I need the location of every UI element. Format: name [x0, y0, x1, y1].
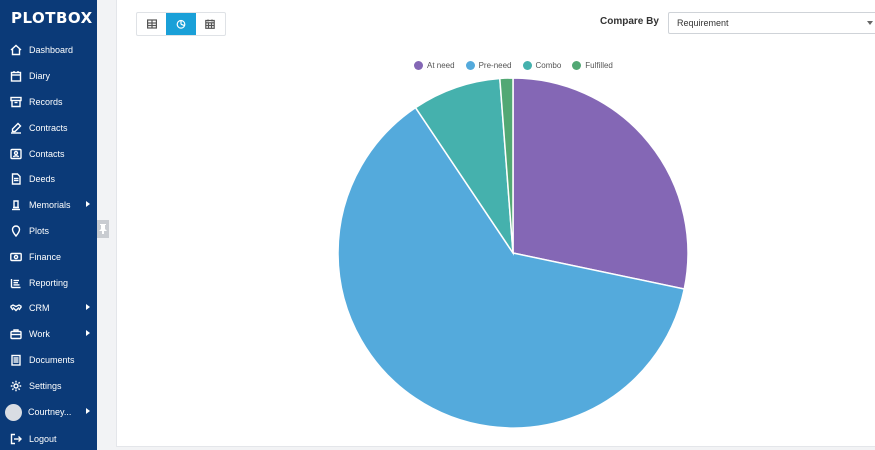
documents-icon: [9, 353, 23, 367]
legend-item-at-need[interactable]: At need: [414, 61, 455, 70]
sidebar-item-finance[interactable]: Finance: [0, 246, 97, 268]
sidebar-item-label: Settings: [29, 381, 62, 391]
sidebar-item-documents[interactable]: Documents: [0, 349, 97, 371]
pie-slice-fulfilled[interactable]: [499, 77, 514, 254]
sidebar-item-contacts[interactable]: Contacts: [0, 143, 97, 165]
report-list-icon: [9, 276, 23, 290]
sidebar-item-label: Courtney...: [28, 407, 72, 417]
sidebar-item-label: Contracts: [29, 123, 68, 133]
chart-view-button[interactable]: [166, 13, 196, 35]
compare-by-label: Compare By: [600, 16, 659, 27]
avatar: [5, 403, 22, 421]
sidebar-item-label: Records: [29, 97, 63, 107]
edit-icon: [9, 121, 23, 135]
sidebar-item-label: Plots: [29, 226, 50, 236]
sidebar-item-crm[interactable]: CRM: [0, 297, 97, 319]
briefcase-icon: [9, 327, 23, 341]
legend-label: Pre-need: [478, 61, 512, 70]
pie-slice-at-need[interactable]: [512, 77, 689, 290]
handshake-icon: [9, 301, 23, 315]
sidebar-item-label: Contacts: [29, 149, 65, 159]
chevron-right-icon: [86, 330, 90, 336]
pie-chart-icon: [176, 19, 186, 29]
sidebar-item-deeds[interactable]: Deeds: [0, 168, 97, 190]
sidebar-item-records[interactable]: Records: [0, 91, 97, 113]
sidebar-item-memorials[interactable]: Memorials: [0, 194, 97, 216]
sidebar-item-diary[interactable]: Diary: [0, 65, 97, 87]
sidebar-item-label: Logout: [29, 434, 57, 444]
legend-swatch: [522, 61, 532, 70]
contact-card-icon: [9, 147, 23, 161]
legend-label: Combo: [535, 61, 562, 70]
sidebar-item-settings[interactable]: Settings: [0, 375, 97, 397]
chart-legend: At need Pre-need Combo Fulfilled: [414, 61, 624, 70]
compare-by-select[interactable]: Requirement: [668, 12, 875, 34]
sidebar-item-label: Documents: [29, 355, 75, 365]
sidebar-user-menu[interactable]: Courtney...: [0, 401, 97, 423]
chevron-right-icon: [86, 408, 90, 414]
archive-icon: [9, 95, 23, 109]
pie-slice-pre-need[interactable]: [337, 106, 686, 429]
chevron-right-icon: [86, 304, 90, 310]
sidebar: PLOTBOX Dashboard Diary Records Contracts Co…: [0, 0, 97, 450]
sidebar-item-work[interactable]: Work: [0, 323, 97, 345]
legend-swatch: [414, 61, 423, 70]
legend-item-combo[interactable]: Combo: [522, 61, 562, 70]
legend-item-fulfilled[interactable]: Fulfilled: [572, 61, 613, 70]
view-toggle-group: [136, 12, 226, 36]
pin-icon: [99, 224, 107, 234]
sidebar-item-label: Deeds: [29, 174, 56, 184]
table-icon: [146, 19, 157, 29]
bell-icon: [9, 198, 23, 212]
sidebar-item-logout[interactable]: Logout: [0, 428, 97, 450]
sidebar-item-label: Reporting: [29, 278, 69, 288]
calendar-view-button[interactable]: [196, 13, 225, 35]
calendar-icon: [205, 19, 216, 29]
sidebar-item-reporting[interactable]: Reporting: [0, 272, 97, 294]
chevron-right-icon: [86, 201, 90, 207]
legend-swatch: [572, 61, 582, 70]
sidebar-item-label: Memorials: [29, 200, 71, 210]
legend-swatch: [465, 61, 475, 70]
calendar-icon: [9, 69, 23, 83]
sidebar-item-contracts[interactable]: Contracts: [0, 117, 97, 139]
sidebar-item-label: Work: [29, 329, 50, 339]
plotbox-logo[interactable]: PLOTBOX: [11, 9, 93, 27]
gear-icon: [9, 379, 23, 393]
sidebar-item-label: Diary: [29, 71, 51, 81]
sidebar-item-label: Dashboard: [29, 45, 74, 55]
pie-chart: [337, 77, 689, 429]
sidebar-pin-toggle[interactable]: [97, 220, 109, 238]
pie-slice-combo[interactable]: [414, 77, 514, 256]
legend-label: Fulfilled: [585, 61, 613, 70]
sidebar-item-label: Finance: [29, 252, 62, 262]
legend-item-pre-need[interactable]: Pre-need: [465, 61, 512, 70]
map-pin-icon: [9, 224, 23, 238]
sidebar-item-dashboard[interactable]: Dashboard: [0, 39, 97, 61]
legend-label: At need: [427, 61, 455, 70]
chevron-down-icon: [867, 21, 873, 25]
sidebar-item-plots[interactable]: Plots: [0, 220, 97, 242]
logout-icon: [9, 432, 23, 446]
main-panel: Compare By Requirement At need Pre-need Co…: [116, 0, 875, 447]
table-view-button[interactable]: [137, 13, 166, 35]
sidebar-item-label: CRM: [29, 303, 50, 313]
money-icon: [9, 250, 23, 264]
document-icon: [9, 172, 23, 186]
home-icon: [9, 43, 23, 57]
compare-by-value: Requirement: [677, 18, 729, 28]
